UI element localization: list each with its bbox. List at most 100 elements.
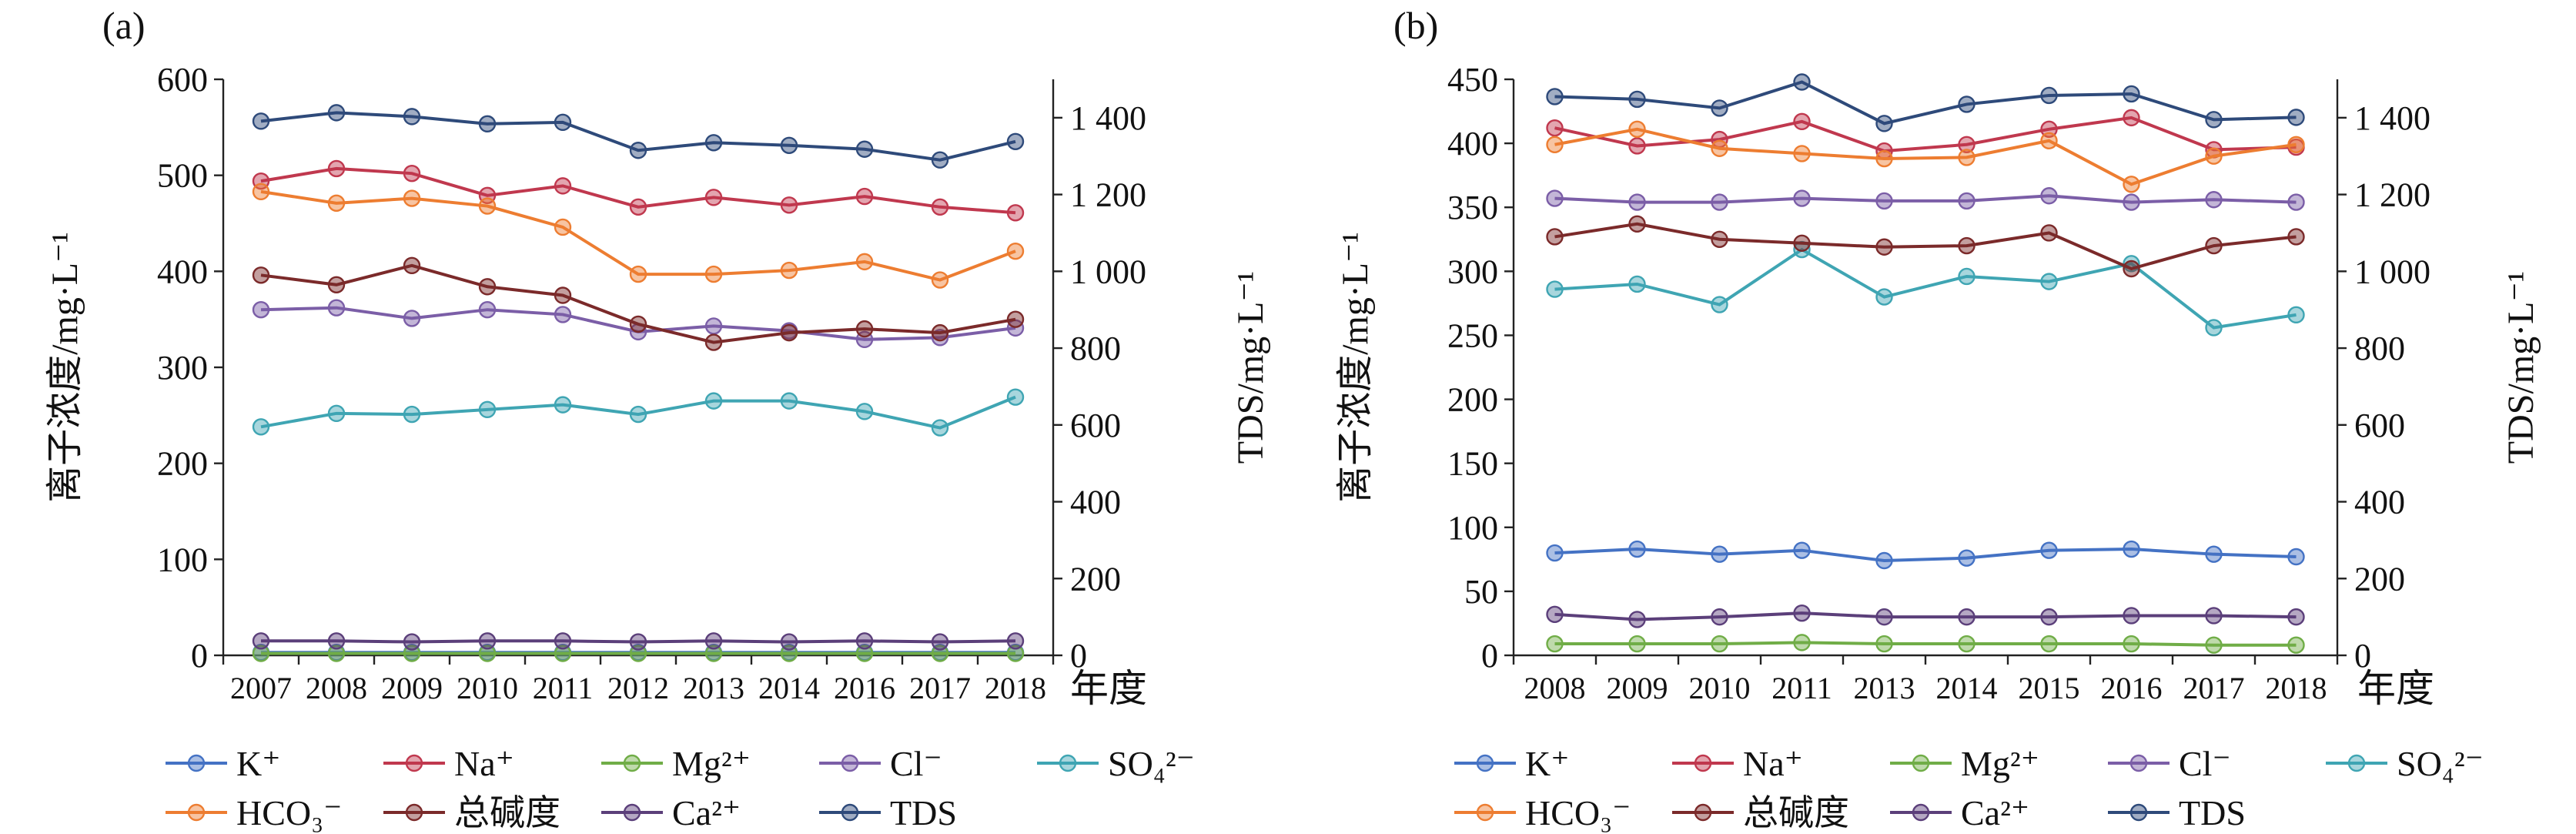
data-point — [252, 183, 270, 201]
data-point — [1711, 545, 1728, 563]
x-axis-title: 年度 — [1070, 667, 1147, 710]
data-point — [1628, 635, 1646, 653]
x-tick-label: 2015 — [2019, 671, 2080, 705]
data-point — [2287, 228, 2305, 246]
left-axis-title: 离子浓度/mg·L⁻¹ — [1335, 232, 1376, 503]
data-point — [1793, 604, 1811, 622]
series-line — [1554, 194, 2297, 204]
series-line — [1554, 80, 2297, 126]
data-point — [1875, 288, 1893, 306]
panel-label: (a) — [102, 4, 146, 47]
data-point — [1958, 95, 1975, 113]
data-point — [2123, 260, 2140, 278]
data-point — [855, 187, 874, 206]
legend-item: TDS — [819, 793, 957, 832]
series-line — [1554, 548, 2297, 562]
legend-label: Na⁺ — [1743, 744, 1803, 783]
series-8 — [252, 104, 1025, 169]
data-point — [2123, 607, 2140, 625]
legend-item: 总碱度 — [1672, 793, 1849, 832]
data-point — [1006, 204, 1025, 222]
data-point — [2205, 191, 2223, 209]
left-tick-label: 0 — [1481, 637, 1498, 675]
series-line — [260, 189, 1016, 282]
series-line — [1554, 641, 2297, 647]
data-point — [2205, 236, 2223, 255]
data-point — [931, 198, 949, 216]
x-tick-label: 2016 — [834, 671, 895, 705]
data-point — [1546, 228, 1564, 246]
series-5 — [1546, 120, 2305, 193]
series-line — [260, 395, 1016, 430]
data-point — [780, 323, 798, 342]
legend-label: Mg²⁺ — [1961, 744, 2039, 783]
data-point — [1875, 551, 1893, 570]
legend-swatch-marker — [841, 803, 859, 822]
legend-label: TDS — [890, 793, 957, 832]
legend-item: Cl⁻ — [2108, 744, 2231, 783]
legend-label: TDS — [2179, 793, 2246, 832]
data-point — [2205, 147, 2223, 165]
x-tick-label: 2010 — [457, 671, 518, 705]
legend-item: Na⁺ — [1672, 744, 1803, 783]
data-point — [403, 633, 421, 651]
right-tick-label: 600 — [2354, 407, 2405, 444]
data-point — [478, 197, 497, 215]
legend-item: Ca²⁺ — [601, 793, 741, 832]
legend-label: 总碱度 — [454, 793, 560, 832]
legend-label: Mg²⁺ — [672, 744, 751, 783]
legend-label: K⁺ — [236, 744, 281, 783]
data-point — [2040, 541, 2058, 559]
data-point — [931, 633, 949, 651]
data-point — [2205, 607, 2223, 625]
left-tick-label: 50 — [1464, 573, 1498, 611]
series-line — [260, 111, 1016, 162]
legend-swatch-marker — [2129, 754, 2148, 772]
data-point — [327, 299, 346, 317]
series-line — [1554, 127, 2297, 186]
legend-label: SO₄²⁻ — [1108, 744, 1195, 783]
data-point — [403, 405, 421, 424]
data-point — [1875, 635, 1893, 653]
data-point — [2123, 540, 2140, 558]
data-point — [2205, 111, 2223, 129]
legend-swatch-marker — [1476, 803, 1494, 822]
data-point — [1793, 189, 1811, 207]
data-point — [2205, 636, 2223, 654]
data-point — [1628, 215, 1646, 233]
data-point — [2040, 273, 2058, 290]
data-point — [931, 271, 949, 289]
right-tick-label: 800 — [1070, 330, 1121, 367]
data-point — [629, 633, 647, 651]
left-tick-label: 200 — [157, 445, 208, 483]
data-point — [629, 315, 647, 333]
legend-swatch-marker — [2129, 803, 2148, 822]
data-point — [855, 253, 874, 271]
data-point — [1006, 132, 1025, 150]
chart-panel-b: (b) 0 50 100 150 200 250 300 350 400 450 0 200 400 600… — [1335, 4, 2541, 832]
data-point — [704, 189, 723, 206]
data-point — [403, 189, 421, 207]
data-point — [403, 108, 421, 126]
data-point — [1628, 120, 1646, 139]
data-point — [1958, 608, 1975, 626]
x-tick-label: 2017 — [909, 671, 971, 705]
data-point — [2287, 136, 2305, 153]
series-4 — [252, 388, 1025, 437]
x-tick-label: 2014 — [1936, 671, 1998, 705]
series-line — [260, 263, 1016, 344]
data-point — [1006, 242, 1025, 260]
data-point — [2287, 306, 2305, 324]
left-tick-label: 250 — [1447, 317, 1498, 354]
left-tick-label: 300 — [1447, 253, 1498, 290]
right-tick-label: 200 — [2354, 560, 2405, 598]
legend-item: HCO₃⁻ — [166, 793, 342, 832]
data-point — [704, 645, 723, 662]
data-point — [252, 645, 270, 662]
data-point — [1546, 544, 1564, 562]
legend-item: Cl⁻ — [819, 744, 942, 783]
data-point — [2205, 545, 2223, 563]
data-point — [931, 151, 949, 169]
legend-swatch-marker — [1059, 754, 1077, 772]
data-point — [252, 301, 270, 319]
